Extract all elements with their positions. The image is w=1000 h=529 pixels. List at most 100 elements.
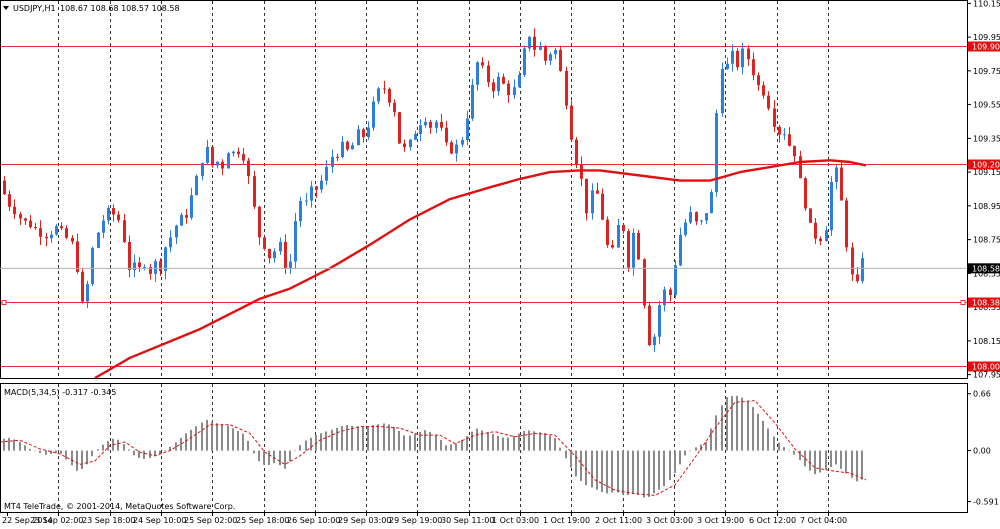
- current-price-tag: 108.58: [0, 263, 1000, 274]
- macd-bar: [601, 450, 603, 492]
- chart-window-menu-icon[interactable]: [3, 6, 9, 10]
- macd-bar: [518, 433, 520, 451]
- candle-body: [570, 105, 573, 140]
- candle-body: [502, 76, 505, 84]
- time-label: 23 Sep 18:00: [82, 516, 135, 525]
- candle-body: [13, 206, 16, 215]
- candle-body: [55, 226, 58, 235]
- candle-body: [778, 126, 781, 135]
- macd-bar: [596, 450, 598, 490]
- candle-body: [819, 238, 822, 242]
- candle-body: [268, 248, 271, 259]
- candle-body: [471, 84, 474, 119]
- candle-body: [757, 75, 760, 86]
- candle-body: [804, 178, 807, 209]
- macd-bar: [481, 430, 483, 451]
- candle-body: [492, 82, 495, 92]
- macd-bar: [180, 437, 182, 451]
- macd-bar: [705, 441, 707, 451]
- candle-body: [294, 221, 297, 262]
- price-tick-label: 108.55: [973, 269, 1000, 278]
- macd-bar: [856, 450, 858, 482]
- candle-body: [8, 194, 11, 207]
- candle-body: [133, 262, 136, 270]
- macd-bar: [258, 450, 260, 462]
- level-anchor: [1, 300, 7, 305]
- macd-bar: [773, 436, 775, 451]
- candle-body: [393, 102, 396, 113]
- macd-bar: [710, 428, 712, 451]
- candle-body: [102, 220, 105, 233]
- time-label: 2 Oct 11:00: [595, 516, 642, 525]
- macd-bar: [154, 450, 156, 457]
- candle-body: [237, 151, 240, 155]
- macd-bar: [461, 439, 463, 451]
- macd-bar: [497, 435, 499, 451]
- macd-bar: [424, 430, 426, 451]
- macd-bar: [523, 430, 525, 451]
- macd-bar: [294, 450, 296, 452]
- candle-body: [825, 230, 828, 242]
- macd-bar: [674, 450, 676, 473]
- candle-body: [227, 153, 230, 169]
- candle-body: [585, 178, 588, 214]
- candle-body: [679, 234, 682, 266]
- level-label: 108.38: [972, 299, 1000, 308]
- macd-bar: [284, 450, 286, 469]
- macd-bar: [211, 421, 213, 451]
- level-label-box: [968, 41, 1000, 52]
- candle-body: [123, 220, 126, 242]
- candle-body: [190, 195, 193, 218]
- macd-bar: [830, 450, 832, 468]
- macd-bar: [695, 447, 697, 451]
- macd-bar: [637, 450, 639, 495]
- time-label: 1 Oct 03:00: [492, 516, 539, 525]
- candle-body: [814, 222, 817, 239]
- macd-indicator-label: MACD(5,34,5) -0.317 -0.345: [4, 388, 116, 397]
- time-label: 22 Sep 2014: [2, 516, 53, 525]
- candle-body: [71, 237, 74, 242]
- macd-bar: [528, 430, 530, 451]
- macd-bar: [455, 443, 457, 451]
- macd-bar: [232, 428, 234, 451]
- candle-body: [466, 118, 469, 140]
- candle-body: [97, 232, 100, 248]
- candle-body: [185, 215, 188, 218]
- macd-bar: [726, 397, 728, 451]
- candle-body: [398, 112, 401, 144]
- candle-body: [19, 214, 22, 219]
- macd-bar: [175, 442, 177, 451]
- candle-body: [117, 214, 120, 221]
- candle-body: [643, 259, 646, 306]
- macd-bar: [409, 435, 411, 451]
- horizontal-level-lines[interactable]: [0, 46, 967, 367]
- candle-body: [159, 261, 162, 272]
- macd-bar: [383, 423, 385, 451]
- macd-bar: [206, 419, 208, 451]
- candle-body: [424, 121, 427, 126]
- moving-average-line: [94, 159, 867, 380]
- candle-body: [414, 134, 417, 140]
- candle-body: [164, 247, 167, 272]
- candle-body: [845, 200, 848, 248]
- level-label-box: [968, 159, 1000, 170]
- macd-bar: [861, 450, 863, 480]
- candle-body: [3, 180, 6, 195]
- macd-bar: [507, 437, 509, 451]
- macd-bar: [221, 424, 223, 451]
- candle-body: [341, 141, 344, 158]
- candle-body: [263, 237, 266, 249]
- candle-body: [741, 48, 744, 68]
- candle-body: [232, 151, 235, 154]
- macd-bar: [643, 450, 645, 498]
- time-label: 25 Sep 02:00: [184, 516, 237, 525]
- candle-body: [674, 265, 677, 295]
- level-label: 109.90: [972, 43, 1000, 52]
- macd-bar: [658, 450, 660, 490]
- macd-bar: [86, 450, 88, 465]
- current-price-box: [968, 263, 1000, 274]
- price-tick-label: 109.95: [973, 33, 1000, 42]
- macd-tick-label: 0.66: [973, 390, 991, 399]
- macd-bar: [466, 436, 468, 451]
